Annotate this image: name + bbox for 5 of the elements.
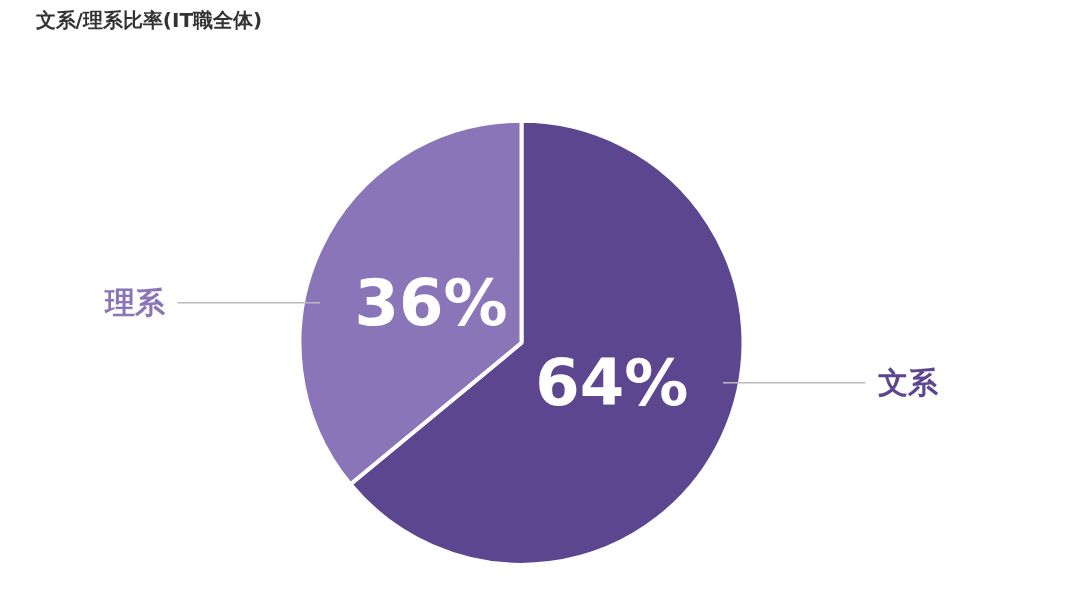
- chart-title: 文系/理系比率(IT職全体): [34, 7, 263, 32]
- slice-label: 理系: [104, 285, 167, 321]
- data-label: 64%: [535, 345, 689, 420]
- data-label: 36%: [354, 265, 508, 340]
- slice-label: 文系: [877, 365, 939, 401]
